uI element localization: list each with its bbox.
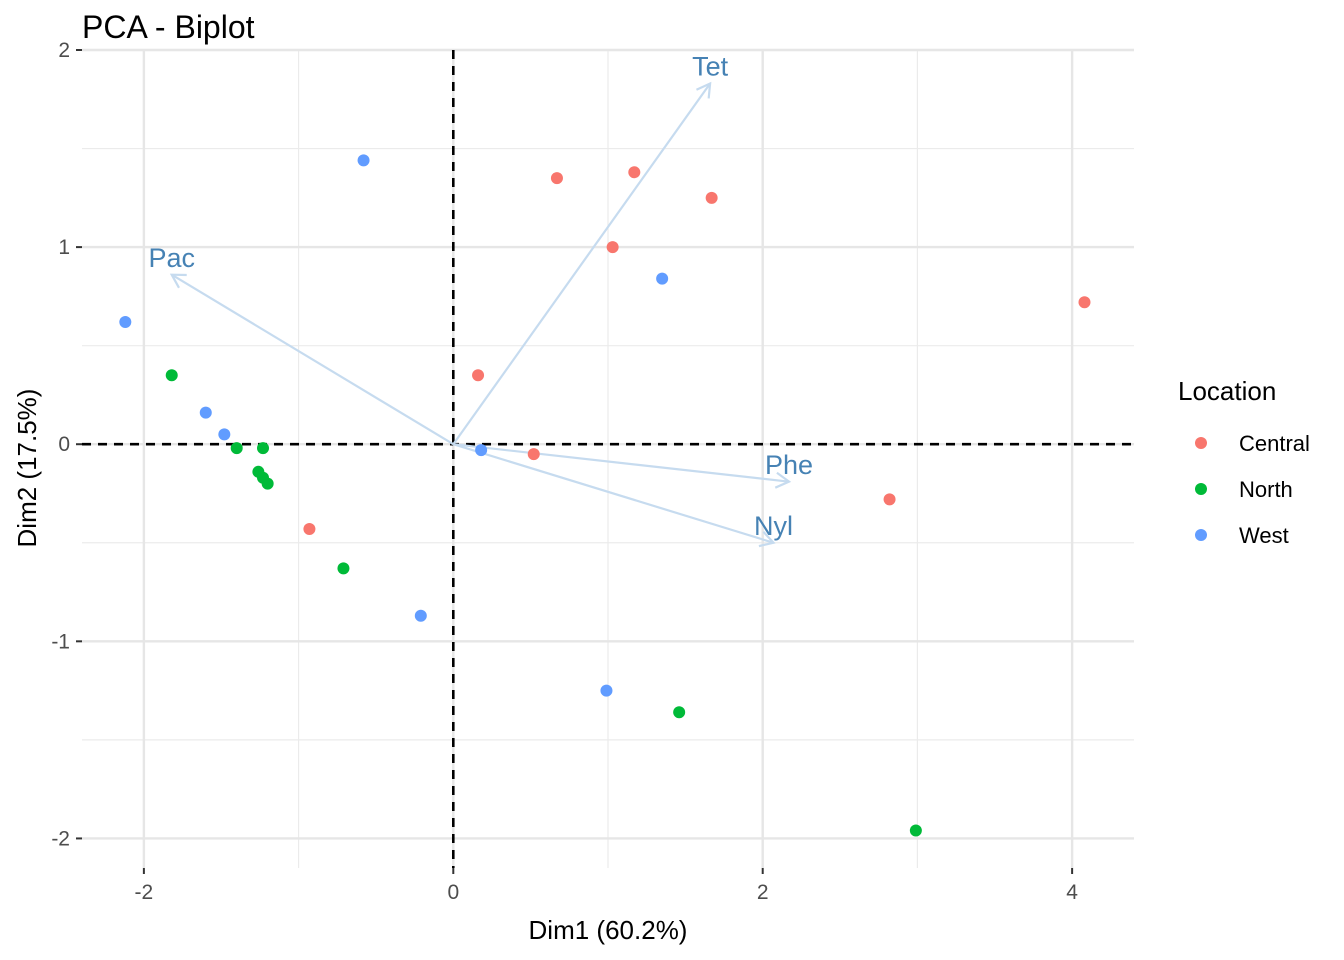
data-point-north: [230, 442, 243, 455]
data-point-west: [119, 316, 132, 329]
data-point-west: [656, 272, 669, 285]
legend: Location Central North West: [1178, 376, 1310, 548]
data-point-central: [472, 369, 485, 382]
legend-label-north: North: [1239, 477, 1293, 502]
data-point-central: [606, 241, 619, 254]
x-tick-label: -2: [135, 881, 154, 904]
data-point-central: [303, 522, 316, 535]
variable-arrow-nyl: [452, 443, 774, 544]
data-point-central: [527, 448, 540, 461]
data-point-central: [1078, 296, 1091, 309]
x-tick-label: 2: [757, 881, 769, 904]
data-point-north: [165, 369, 178, 382]
data-point-west: [600, 684, 613, 697]
data-points: [119, 154, 1091, 837]
data-point-north: [673, 706, 686, 719]
x-tick-label: 0: [447, 881, 459, 904]
y-axis-title: Dim2 (17.5%): [12, 389, 42, 548]
data-point-north: [257, 442, 270, 455]
x-axis-title: Dim1 (60.2%): [529, 915, 688, 945]
variable-arrowhead-nyl: [758, 531, 776, 548]
chart-title: PCA - Biplot: [82, 9, 255, 45]
variable-label-phe: Phe: [765, 450, 813, 480]
variable-label-nyl: Nyl: [754, 511, 793, 541]
data-point-west: [218, 428, 231, 441]
data-point-central: [883, 493, 896, 506]
variable-arrows: [169, 81, 792, 548]
variable-arrow-phe: [453, 443, 790, 483]
data-point-central: [705, 191, 718, 204]
grid: [82, 48, 1134, 868]
y-tick-label: -2: [51, 827, 70, 850]
variable-label-pac: Pac: [148, 243, 195, 273]
variable-arrowhead-phe: [774, 471, 792, 489]
legend-label-central: Central: [1239, 431, 1310, 456]
data-point-north: [337, 562, 350, 575]
y-tick-label: 1: [58, 236, 70, 259]
y-tick-label: 0: [58, 433, 70, 456]
legend-key-north: [1195, 483, 1207, 495]
data-point-west: [357, 154, 370, 167]
legend-label-west: West: [1239, 523, 1289, 548]
x-tick-label: 4: [1066, 881, 1078, 904]
data-point-west: [414, 609, 427, 622]
variable-arrow-tet: [452, 82, 712, 445]
data-point-west: [475, 444, 488, 457]
data-point-central: [628, 166, 641, 179]
data-point-north: [909, 824, 922, 837]
y-tick-label: 2: [58, 39, 70, 62]
variable-arrowhead-pac: [169, 273, 187, 289]
legend-key-central: [1195, 437, 1207, 449]
variable-label-tet: Tet: [692, 52, 729, 82]
variable-arrowhead-tet: [696, 81, 712, 99]
variable-labels: Tet Pac Phe Nyl: [148, 52, 813, 541]
data-point-north: [261, 477, 274, 490]
legend-title: Location: [1178, 376, 1276, 406]
reference-lines: [82, 50, 1134, 868]
variable-arrow-pac: [171, 273, 454, 446]
legend-key-west: [1195, 529, 1207, 541]
data-point-west: [199, 406, 212, 419]
data-point-central: [550, 172, 563, 185]
axis-ticks: -2 0 2 4 -2 -1 0 1 2: [51, 39, 1078, 904]
y-tick-label: -1: [51, 630, 70, 653]
